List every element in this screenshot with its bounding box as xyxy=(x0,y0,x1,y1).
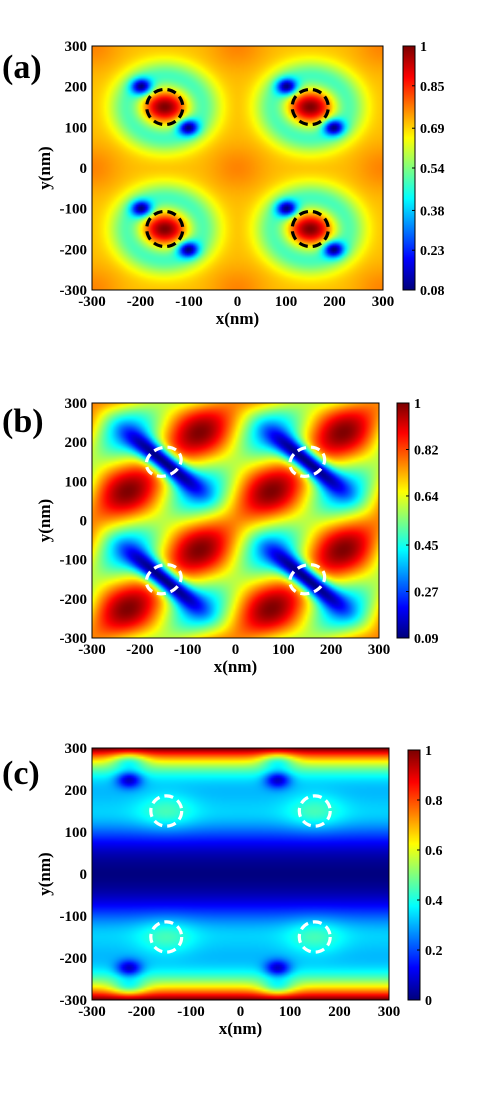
dashed-ellipse-marker xyxy=(145,209,185,249)
x-tick-label: -300 xyxy=(78,294,106,310)
dashed-ellipse-marker xyxy=(144,563,183,596)
y-tick-label: -200 xyxy=(60,592,88,608)
x-tick-label: 200 xyxy=(320,642,343,658)
panel-a: -300 -200 -100 0 100 200 300 300 200 100 0 -100 -200… xyxy=(2,39,445,328)
colorbar-tick-label: 0.54 xyxy=(420,162,445,177)
heatmap-image xyxy=(92,403,379,638)
colorbar-tick-label: 1 xyxy=(425,744,432,759)
y-tick-label: 0 xyxy=(80,867,88,883)
y-tick-label: -100 xyxy=(60,202,88,218)
y-tick-label: 100 xyxy=(65,474,88,490)
y-tick-label: 0 xyxy=(80,514,88,530)
y-tick-label: 300 xyxy=(65,741,88,757)
heatmap-image xyxy=(92,46,383,290)
x-tick-label: -200 xyxy=(126,642,154,658)
colorbar-tick-label: 1 xyxy=(414,397,421,412)
y-tick-label: -300 xyxy=(60,283,88,299)
x-tick-label: 300 xyxy=(378,1004,401,1020)
x-tick-label: 300 xyxy=(368,642,391,658)
y-axis-label: y(nm) xyxy=(35,852,54,895)
colorbar-frame xyxy=(396,402,410,639)
dashed-ellipse-marker xyxy=(297,920,332,954)
dashed-ellipse-marker xyxy=(288,563,327,596)
x-tick-label: 0 xyxy=(232,642,240,658)
panel-b: -300 -200 -100 0 100 200 300 300 200 100 0 -100 -200… xyxy=(2,396,439,676)
colorbar-tick-label: 0.09 xyxy=(414,632,439,647)
x-tick-label: -200 xyxy=(127,294,155,310)
x-axis-label: x(nm) xyxy=(214,657,257,676)
x-axis-label: x(nm) xyxy=(219,1019,262,1038)
dashed-ellipse-marker xyxy=(144,445,183,478)
panel-label: (b) xyxy=(2,403,44,440)
x-tick-label: 200 xyxy=(328,1004,351,1020)
y-tick-label: -300 xyxy=(60,993,88,1009)
axis-frame xyxy=(91,747,390,1001)
panel-c: -300 -200 -100 0 100 200 300 300 200 100 0 -100 -200… xyxy=(2,741,443,1038)
panel-label: (a) xyxy=(2,49,42,86)
axis-frame xyxy=(91,45,384,291)
axis-frame xyxy=(91,402,380,639)
x-tick-label: 300 xyxy=(372,294,395,310)
y-axis-label: y(nm) xyxy=(35,146,54,189)
heatmap-image xyxy=(92,748,389,1000)
colorbar-tick-label: 0.4 xyxy=(425,894,443,909)
colorbar-tick-label: 0.69 xyxy=(420,122,445,137)
colorbar-tick-label: 0.45 xyxy=(414,539,439,554)
colorbar-tick-label: 0.38 xyxy=(420,204,445,219)
colorbar-tick-label: 0 xyxy=(425,994,432,1009)
x-tick-label: -300 xyxy=(78,642,106,658)
x-tick-label: -100 xyxy=(175,294,203,310)
colorbar xyxy=(403,46,415,290)
colorbar xyxy=(397,403,409,638)
y-tick-label: 100 xyxy=(65,825,88,841)
colorbar-tick-label: 0.85 xyxy=(420,80,445,95)
x-tick-label: -200 xyxy=(128,1004,156,1020)
dashed-ellipse-marker xyxy=(297,794,332,828)
y-tick-label: -300 xyxy=(60,631,88,647)
y-tick-label: 200 xyxy=(65,435,88,451)
colorbar-tick-label: 0.8 xyxy=(425,794,443,809)
x-tick-label: 0 xyxy=(237,1004,245,1020)
dashed-ellipse-marker xyxy=(149,794,184,828)
colorbar-tick-label: 0.82 xyxy=(414,443,439,458)
colorbar-tick-label: 0.6 xyxy=(425,844,443,859)
colorbar-tick-label: 0.64 xyxy=(414,490,439,505)
x-tick-label: -100 xyxy=(177,1004,205,1020)
y-tick-label: 100 xyxy=(65,120,88,136)
panel-label: (c) xyxy=(2,755,40,792)
y-tick-label: -200 xyxy=(60,242,88,258)
dashed-ellipse-marker xyxy=(290,209,330,249)
x-tick-label: 0 xyxy=(234,294,242,310)
colorbar-tick-label: 0.2 xyxy=(425,944,443,959)
colorbar-tick-label: 0.27 xyxy=(414,586,439,601)
y-tick-label: -200 xyxy=(60,951,88,967)
x-axis-label: x(nm) xyxy=(216,309,259,328)
x-tick-label: 200 xyxy=(323,294,346,310)
y-tick-label: 300 xyxy=(65,39,88,55)
dashed-ellipse-marker xyxy=(290,87,330,127)
x-tick-label: 100 xyxy=(275,294,298,310)
y-tick-label: 300 xyxy=(65,396,88,412)
x-tick-label: 100 xyxy=(279,1004,302,1020)
x-tick-label: -300 xyxy=(78,1004,106,1020)
y-tick-label: -100 xyxy=(60,553,88,569)
y-tick-label: 200 xyxy=(65,783,88,799)
dashed-ellipse-marker xyxy=(149,920,184,954)
y-tick-label: 200 xyxy=(65,80,88,96)
dashed-ellipse-marker xyxy=(288,445,327,478)
y-tick-label: 0 xyxy=(80,161,88,177)
y-axis-label: y(nm) xyxy=(35,499,54,542)
colorbar-tick-label: 0.08 xyxy=(420,284,445,299)
x-tick-label: -100 xyxy=(174,642,202,658)
y-tick-label: -100 xyxy=(60,909,88,925)
colorbar xyxy=(408,750,420,1000)
colorbar-frame xyxy=(407,749,421,1001)
colorbar-tick-label: 1 xyxy=(420,40,427,55)
x-tick-label: 100 xyxy=(272,642,295,658)
colorbar-tick-label: 0.23 xyxy=(420,244,445,259)
